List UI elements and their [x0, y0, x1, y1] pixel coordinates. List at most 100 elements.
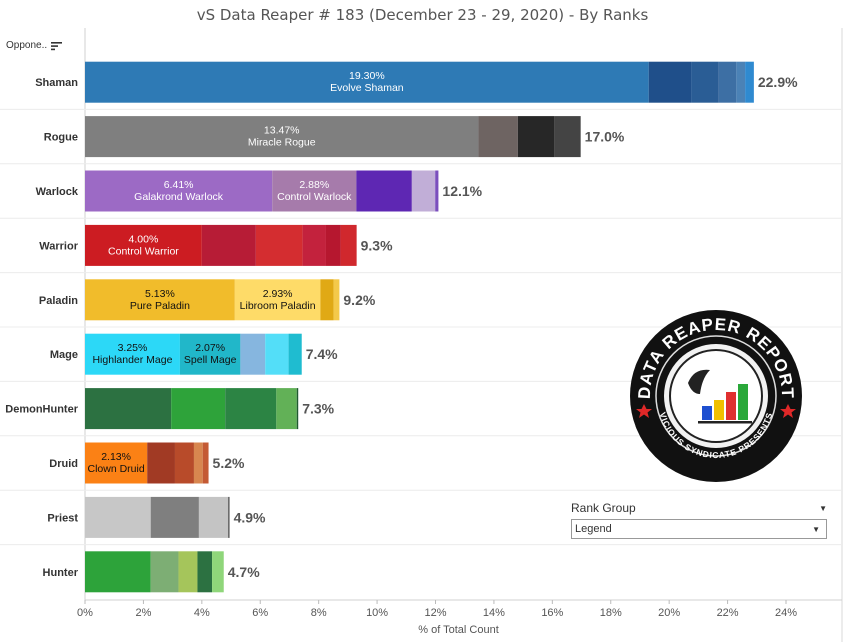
bar-segment[interactable] [691, 61, 719, 103]
bar-segment[interactable] [554, 116, 581, 158]
x-tick-label: 22% [717, 607, 739, 619]
bar-segment[interactable] [85, 224, 202, 266]
segment-value-label: 13.47% [264, 125, 300, 137]
bar-segment[interactable] [150, 551, 179, 593]
category-label: Hunter [43, 567, 79, 579]
bar-segment[interactable] [85, 442, 148, 484]
bar-segment[interactable] [325, 224, 341, 266]
bar-total-label: 5.2% [213, 455, 245, 471]
bar-segment[interactable] [225, 388, 277, 430]
opponent-sort-header[interactable]: Oppone.. [6, 40, 63, 51]
bar-segment[interactable] [202, 442, 209, 484]
rank-group-legend: Rank Group ▼ Legend ▼ [571, 500, 827, 539]
bar-total-label: 4.7% [228, 564, 260, 580]
bar-segment[interactable] [435, 170, 439, 212]
segment-value-label: 2.93% [263, 288, 293, 300]
category-label: Warrior [39, 240, 78, 252]
bar-segment[interactable] [197, 551, 213, 593]
bar-segment[interactable] [179, 333, 241, 375]
category-label: Mage [50, 349, 78, 361]
bar-segment[interactable] [178, 551, 198, 593]
bar-segment[interactable] [228, 496, 230, 538]
x-tick-label: 14% [483, 607, 505, 619]
category-label: Druid [49, 458, 78, 470]
category-label: DemonHunter [5, 404, 78, 416]
bar-total-label: 4.9% [234, 509, 266, 525]
bar-segment[interactable] [718, 61, 737, 103]
bar-segment[interactable] [85, 333, 180, 375]
bar-segment[interactable] [296, 388, 299, 430]
bar-segment[interactable] [333, 279, 340, 321]
bar-segment[interactable] [174, 442, 194, 484]
bar-total-label: 22.9% [758, 74, 798, 90]
bar-segment[interactable] [85, 279, 235, 321]
bar-segment[interactable] [234, 279, 321, 321]
bar-total-label: 9.2% [343, 292, 375, 308]
bar-total-label: 12.1% [442, 183, 482, 199]
segment-value-label: 2.07% [195, 342, 225, 354]
bar-segment[interactable] [212, 551, 224, 593]
data-reaper-logo: DATA REAPER REPORT VICIOUS SYNDICATE PRE… [630, 310, 802, 482]
bar-segment[interactable] [85, 61, 649, 103]
bar-segment[interactable] [85, 388, 172, 430]
bar-total-label: 9.3% [361, 237, 393, 253]
chevron-down-icon: ▼ [812, 524, 820, 534]
bar-segment[interactable] [240, 333, 266, 375]
chart-title: vS Data Reaper # 183 (December 23 - 29, … [196, 6, 649, 24]
legend-menu-icon[interactable]: ▼ [819, 503, 827, 513]
bar-segment[interactable] [85, 551, 151, 593]
bar-segment[interactable] [193, 442, 203, 484]
x-tick-label: 12% [424, 607, 446, 619]
segment-archetype-label: Control Warlock [277, 191, 352, 203]
bar-segment[interactable] [302, 224, 326, 266]
x-tick-label: 2% [135, 607, 151, 619]
bar-segment[interactable] [85, 116, 479, 158]
bar-segment[interactable] [147, 442, 175, 484]
legend-dropdown[interactable]: Legend ▼ [571, 519, 827, 539]
segment-value-label: 2.88% [299, 179, 329, 191]
bar-segment[interactable] [517, 116, 555, 158]
legend-dropdown-value: Legend [575, 523, 612, 535]
bar-segment[interactable] [201, 224, 256, 266]
segment-value-label: 19.30% [349, 70, 385, 82]
bar-segment[interactable] [265, 333, 289, 375]
category-label: Paladin [39, 295, 78, 307]
bar-segment[interactable] [340, 224, 357, 266]
bar-segment[interactable] [478, 116, 518, 158]
segment-archetype-label: Spell Mage [184, 354, 237, 366]
segment-value-label: 4.00% [129, 233, 159, 245]
bar-segment[interactable] [85, 496, 151, 538]
bar-segment[interactable] [171, 388, 226, 430]
bar-segment[interactable] [356, 170, 412, 212]
bar-segment[interactable] [288, 333, 302, 375]
bar-total-label: 7.4% [306, 346, 338, 362]
bar-segment[interactable] [255, 224, 303, 266]
bar-segment[interactable] [198, 496, 229, 538]
x-tick-label: 20% [658, 607, 680, 619]
segment-archetype-label: Miracle Rogue [248, 137, 316, 149]
segment-value-label: 3.25% [118, 342, 148, 354]
legend-title: Rank Group [571, 501, 636, 515]
segment-value-label: 2.13% [101, 451, 131, 463]
sort-descending-icon[interactable] [51, 41, 63, 51]
category-label: Shaman [35, 77, 78, 89]
x-tick-label: 4% [194, 607, 210, 619]
bar-segment[interactable] [85, 170, 273, 212]
segment-value-label: 5.13% [145, 288, 175, 300]
sort-header-label: Oppone.. [6, 40, 48, 51]
bar-segment[interactable] [320, 279, 334, 321]
bar-segment[interactable] [648, 61, 692, 103]
x-tick-label: 18% [600, 607, 622, 619]
bar-segment[interactable] [411, 170, 436, 212]
category-label: Priest [47, 512, 78, 524]
bar-segment[interactable] [736, 61, 746, 103]
x-tick-label: 10% [366, 607, 388, 619]
x-tick-label: 6% [252, 607, 268, 619]
bar-segment[interactable] [745, 61, 754, 103]
bar-segment[interactable] [276, 388, 297, 430]
bar-segment[interactable] [150, 496, 199, 538]
bar-segment[interactable] [272, 170, 357, 212]
category-label: Warlock [36, 186, 79, 198]
segment-value-label: 6.41% [164, 179, 194, 191]
